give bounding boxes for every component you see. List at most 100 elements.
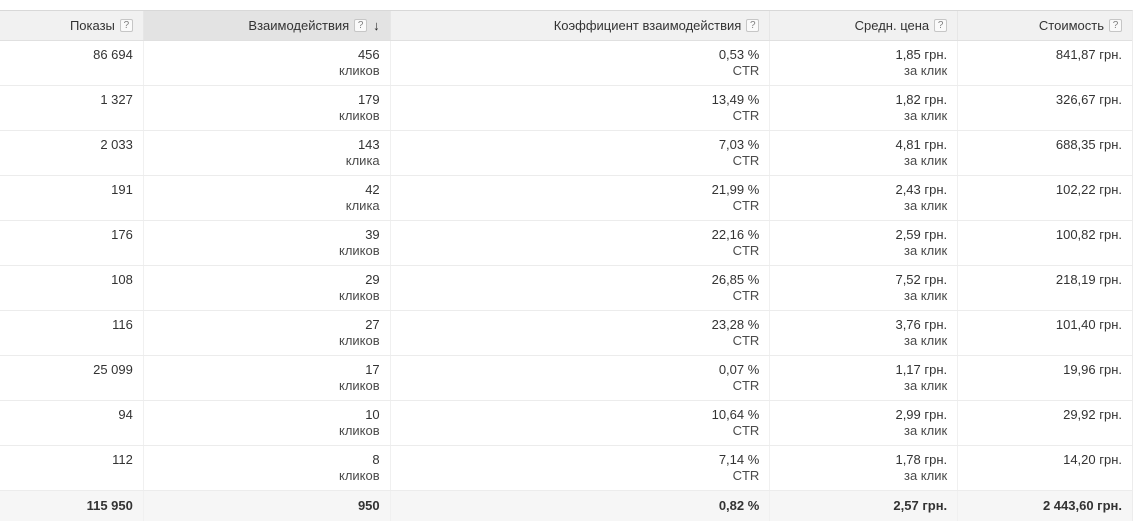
- column-header-avg-cost[interactable]: Средн. цена ?: [769, 11, 957, 40]
- interactions-unit: кликов: [339, 63, 380, 78]
- table-row: 94 10 кликов 10,64 % CTR 2,99 грн. за клик …: [0, 401, 1132, 446]
- avg-cost-unit: за клик: [903, 333, 948, 348]
- column-header-cost[interactable]: Стоимость ?: [957, 11, 1132, 40]
- impressions-value: 86 694: [93, 47, 133, 62]
- column-header-impressions[interactable]: Показы ?: [0, 11, 143, 40]
- cell-avg-cost: 1,82 грн. за клик: [769, 86, 957, 130]
- column-header-label: Средн. цена: [854, 18, 930, 33]
- avg-cost-value: 2,43 грн.: [895, 182, 948, 197]
- table-row: 116 27 кликов 23,28 % CTR 3,76 грн. за клик…: [0, 311, 1132, 356]
- cost-value: 102,22 грн.: [1055, 182, 1122, 197]
- cell-cost: 19,96 грн.: [957, 356, 1132, 400]
- rate-value: 21,99 %: [711, 182, 760, 197]
- interactions-unit: кликов: [339, 243, 380, 258]
- cell-interaction-rate: 0,07 % CTR: [389, 356, 770, 400]
- impressions-value: 1 327: [100, 92, 133, 107]
- cell-impressions: 116: [0, 311, 143, 355]
- cell-interaction-rate: 7,03 % CTR: [389, 131, 770, 175]
- avg-cost-unit: за клик: [903, 153, 948, 168]
- cell-avg-cost: 3,76 грн. за клик: [769, 311, 957, 355]
- help-icon[interactable]: ?: [746, 19, 760, 32]
- cell-interactions: 42 клика: [142, 176, 390, 220]
- interactions-unit: кликов: [339, 108, 380, 123]
- cost-value: 688,35 грн.: [1055, 137, 1122, 152]
- interactions-unit: кликов: [339, 288, 380, 303]
- help-icon[interactable]: ?: [934, 19, 948, 32]
- avg-cost-value: 1,85 грн.: [895, 47, 948, 62]
- avg-cost-value: 4,81 грн.: [895, 137, 948, 152]
- rate-unit: CTR: [732, 378, 760, 393]
- interactions-total-value: 950: [357, 498, 380, 513]
- rate-unit: CTR: [732, 153, 760, 168]
- avg-cost-unit: за клик: [903, 288, 948, 303]
- cell-interaction-rate: 22,16 % CTR: [389, 221, 770, 265]
- column-header-label: Показы: [69, 18, 115, 33]
- cell-cost: 841,87 грн.: [957, 41, 1132, 85]
- rate-total-value: 0,82 %: [718, 498, 760, 513]
- cell-interactions: 39 кликов: [142, 221, 390, 265]
- total-interactions: 950: [142, 491, 390, 521]
- table-row: 86 694 456 кликов 0,53 % CTR 1,85 грн. за к…: [0, 41, 1132, 86]
- cell-cost: 29,92 грн.: [957, 401, 1132, 445]
- table-row: 191 42 клика 21,99 % CTR 2,43 грн. за клик …: [0, 176, 1132, 221]
- cell-interactions: 29 кликов: [142, 266, 390, 310]
- avg-cost-value: 2,59 грн.: [895, 227, 948, 242]
- interactions-unit: кликов: [339, 333, 380, 348]
- cell-impressions: 112: [0, 446, 143, 490]
- impressions-value: 176: [111, 227, 133, 242]
- rate-value: 10,64 %: [711, 407, 760, 422]
- rate-value: 13,49 %: [711, 92, 760, 107]
- cell-avg-cost: 7,52 грн. за клик: [769, 266, 957, 310]
- rate-unit: CTR: [732, 333, 760, 348]
- avg-cost-value: 3,76 грн.: [895, 317, 948, 332]
- interactions-value: 456: [357, 47, 380, 62]
- rate-value: 23,28 %: [711, 317, 760, 332]
- rate-unit: CTR: [732, 243, 760, 258]
- table-row: 176 39 кликов 22,16 % CTR 2,59 грн. за клик…: [0, 221, 1132, 266]
- cell-interactions: 10 кликов: [142, 401, 390, 445]
- cell-avg-cost: 2,59 грн. за клик: [769, 221, 957, 265]
- table-header-row: Показы ? Взаимодействия ? ↓ Коэффициент …: [0, 11, 1132, 41]
- cell-cost: 102,22 грн.: [957, 176, 1132, 220]
- interactions-value: 42: [365, 182, 380, 197]
- rate-value: 7,03 %: [718, 137, 760, 152]
- help-icon[interactable]: ?: [1109, 19, 1122, 32]
- help-icon[interactable]: ?: [119, 19, 133, 32]
- interactions-unit: кликов: [339, 423, 380, 438]
- column-header-label: Стоимость: [1038, 18, 1104, 33]
- column-header-interactions[interactable]: Взаимодействия ? ↓: [142, 11, 390, 40]
- avg-cost-value: 2,99 грн.: [895, 407, 948, 422]
- cell-impressions: 108: [0, 266, 143, 310]
- avg-cost-unit: за клик: [903, 63, 948, 78]
- avg-cost-value: 1,82 грн.: [895, 92, 948, 107]
- rate-value: 0,53 %: [718, 47, 760, 62]
- cell-cost: 326,67 грн.: [957, 86, 1132, 130]
- cell-avg-cost: 1,17 грн. за клик: [769, 356, 957, 400]
- rate-value: 0,07 %: [718, 362, 760, 377]
- table-row: 112 8 кликов 7,14 % CTR 1,78 грн. за клик 1…: [0, 446, 1132, 491]
- cell-interaction-rate: 10,64 % CTR: [389, 401, 770, 445]
- interactions-value: 8: [372, 452, 380, 467]
- cell-cost: 100,82 грн.: [957, 221, 1132, 265]
- help-icon[interactable]: ?: [354, 19, 368, 32]
- cost-value: 29,92 грн.: [1063, 407, 1122, 422]
- interactions-value: 29: [365, 272, 380, 287]
- impressions-total-value: 115 950: [86, 498, 133, 513]
- cell-interactions: 143 клика: [142, 131, 390, 175]
- avg-cost-unit: за клик: [903, 243, 948, 258]
- interactions-unit: кликов: [339, 468, 380, 483]
- total-cost: 2 443,60 грн.: [957, 491, 1132, 521]
- cell-avg-cost: 2,43 грн. за клик: [769, 176, 957, 220]
- sort-descending-icon: ↓: [373, 18, 380, 33]
- column-header-interaction-rate[interactable]: Коэффициент взаимодействия ?: [389, 11, 770, 40]
- rate-value: 22,16 %: [711, 227, 760, 242]
- rate-unit: CTR: [732, 288, 760, 303]
- impressions-value: 2 033: [100, 137, 133, 152]
- interactions-value: 10: [365, 407, 380, 422]
- column-header-label: Взаимодействия: [248, 18, 350, 33]
- rate-unit: CTR: [732, 63, 760, 78]
- total-impressions: 115 950: [0, 491, 143, 521]
- rate-unit: CTR: [732, 198, 760, 213]
- interactions-value: 39: [365, 227, 380, 242]
